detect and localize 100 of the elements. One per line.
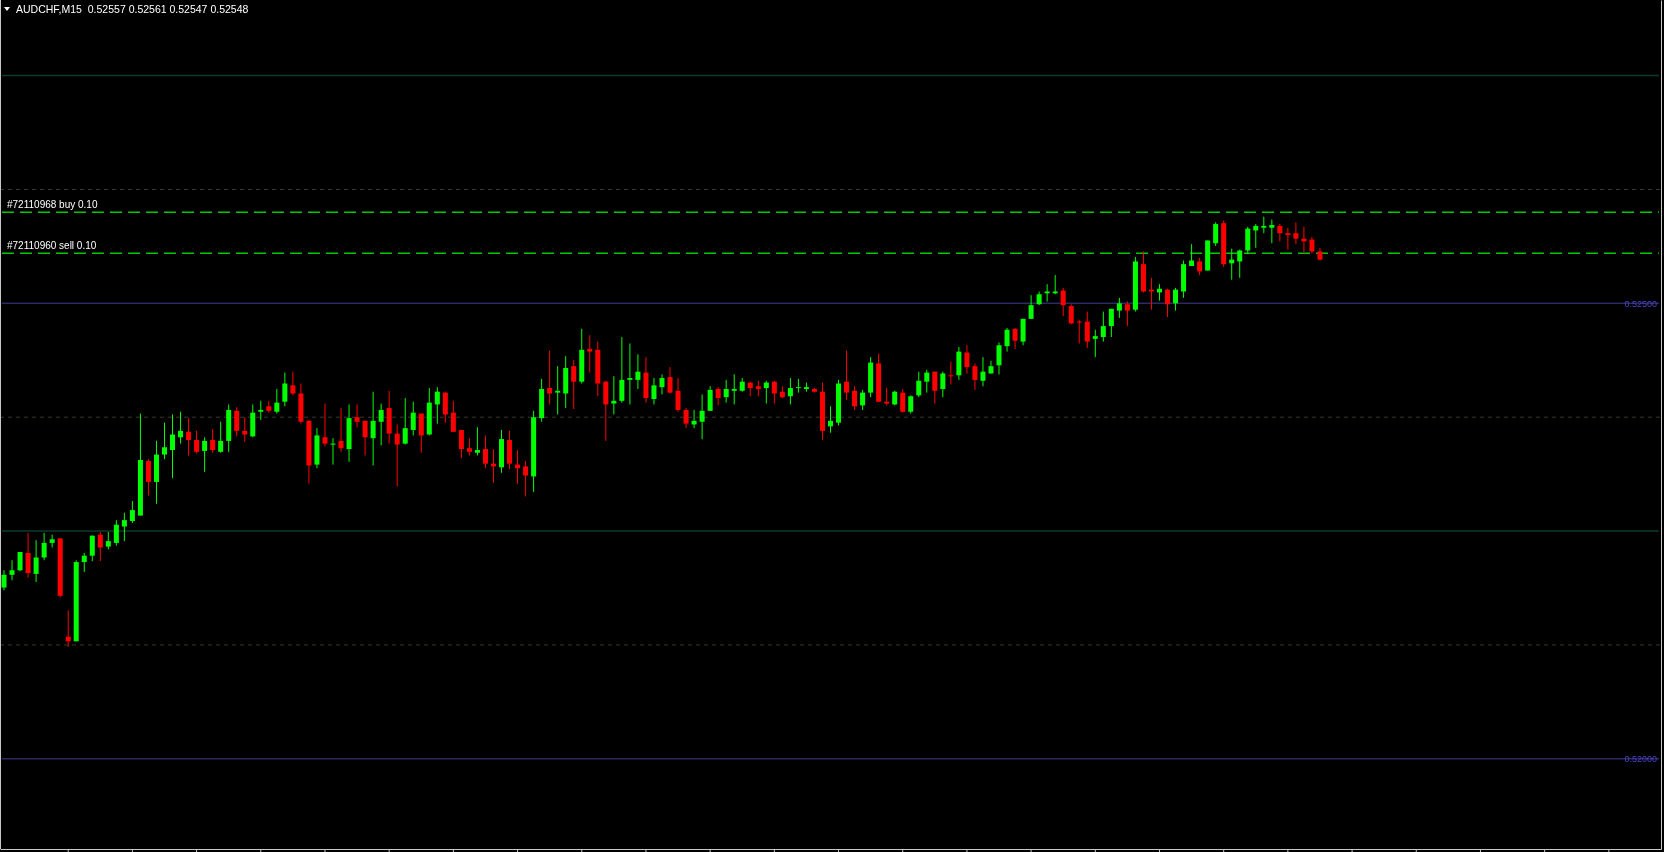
candlestick [402,397,408,446]
candlestick [940,371,946,398]
candlestick [210,428,216,454]
candlestick [113,519,119,547]
candlestick [1028,294,1034,320]
candlestick [587,334,593,374]
candlestick [619,336,625,404]
candlestick [250,403,256,438]
candlestick [394,424,400,487]
candlestick [1092,329,1098,358]
candlestick [699,393,705,440]
candlestick [1124,301,1130,327]
candlestick [691,409,697,429]
candlestick [33,539,39,583]
candlestick [434,386,440,425]
candlestick [1277,223,1283,242]
candlestick [1116,297,1122,319]
candlestick [763,380,769,405]
candlestick [547,350,553,405]
candlestick [474,426,480,456]
candlestick [234,406,240,437]
candlestick [9,559,15,581]
candlestick [1245,226,1251,255]
ref-line-label: #72110960 sell 0.10 [7,240,97,252]
candlestick [354,403,360,428]
candlestick [723,379,729,404]
candlestick [1269,219,1275,244]
candlestick [924,369,930,394]
candlestick [1,569,7,591]
candlestick [81,552,87,573]
candlestick [1173,287,1179,312]
candlestick [771,380,777,405]
candlestick [659,373,665,395]
candlestick [186,417,192,456]
candlestick [980,356,986,387]
candlestick [330,437,336,466]
candlestick [715,386,721,406]
candlestick [41,532,47,561]
candlestick [1020,318,1026,346]
candlestick [145,458,151,497]
candlestick [162,422,167,460]
candlestick [442,391,448,424]
candlestick [900,388,906,414]
candlestick [683,407,689,429]
candlestick [1076,319,1082,344]
candlestick [651,377,657,405]
candlestick [852,385,858,411]
candlestick [932,371,938,405]
candlestick [129,500,135,524]
candlestick [523,460,529,497]
candlestick [218,421,224,454]
candlestick [97,531,103,562]
chart-title: AUDCHF,M15 0.52557 0.52561 0.52547 0.52548 [16,3,249,15]
candlestick [282,372,288,407]
candlestick [731,373,737,405]
candlestick [611,375,617,415]
candlestick [322,403,328,447]
candlestick [795,378,801,394]
candlestick [916,371,922,398]
candlestick [290,371,296,396]
candlestick [1108,308,1114,338]
candlestick [908,394,914,415]
candlestick [482,434,488,469]
candlestick [202,436,208,473]
candlestick [410,401,416,436]
candlestick [603,380,609,442]
candlestick [121,512,127,542]
candlestick [1213,221,1219,247]
candlestick [418,413,424,454]
candlestick [996,342,1002,375]
y-tick-label: 0.52500 [1624,298,1657,309]
candlestick [1165,288,1171,318]
candlestick [170,413,176,479]
candlestick [378,403,384,446]
candlestick [242,416,248,443]
candlestick [25,532,31,579]
candlestick [507,430,513,470]
candlestick [17,551,23,572]
y-tick-label: 0.52000 [1624,754,1657,765]
candlestick [194,430,200,455]
candlestick [458,429,464,459]
candlestick [635,353,641,390]
candlestick [178,411,184,445]
candlestick [948,361,954,385]
candlestick [828,405,833,434]
candlestick [1084,311,1090,349]
candlestick [1004,327,1010,353]
candlestick [844,350,850,401]
candlestick [860,389,866,411]
candlestick [667,366,673,395]
candlestick [1148,277,1154,311]
candlestick [675,377,681,413]
candlestick [1285,227,1291,251]
candlestick [1100,311,1106,343]
candlestick [362,420,368,456]
candlestick [956,346,962,381]
candlestick [1068,303,1074,325]
candlestick [338,407,344,453]
candlestick [972,362,978,391]
candlestick [627,342,633,405]
